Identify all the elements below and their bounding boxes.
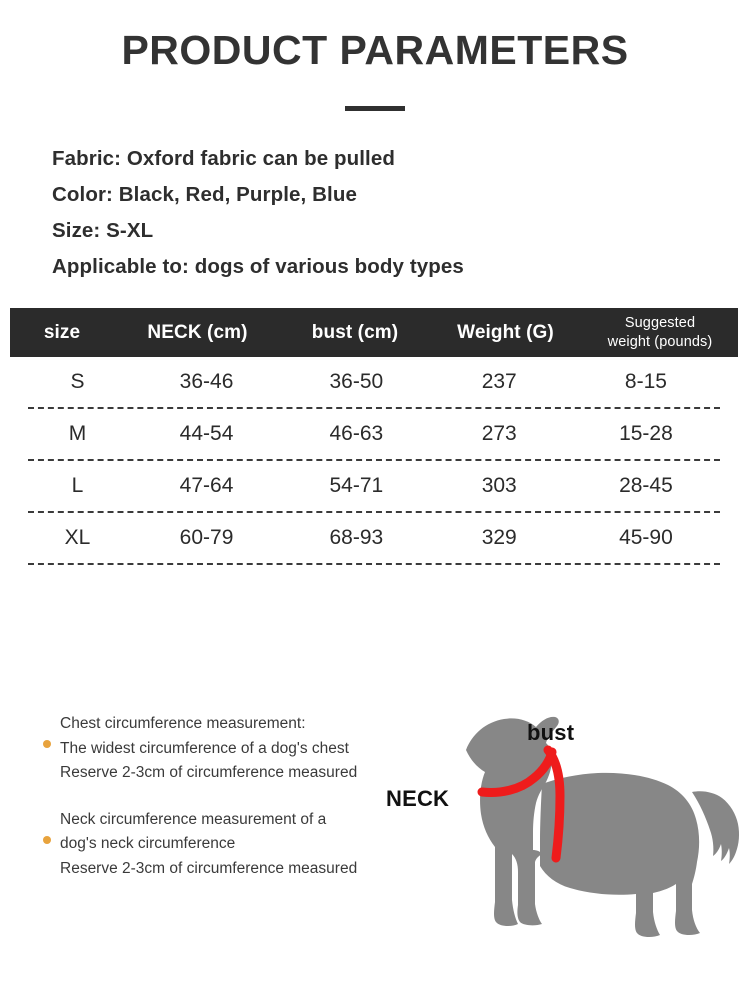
measurement-notes: Chest circumference measurement: The wid… bbox=[40, 712, 420, 903]
note-neck-line2: dog's neck circumference bbox=[60, 835, 236, 852]
spec-line-color: Color: Black, Red, Purple, Blue bbox=[52, 183, 357, 206]
title-divider bbox=[345, 106, 405, 111]
dog-silhouette-icon bbox=[466, 716, 740, 938]
table-row: M 44-54 46-63 273 15-28 bbox=[28, 409, 720, 461]
cell-neck: 44-54 bbox=[179, 422, 234, 445]
column-header-weight: Weight (G) bbox=[457, 321, 554, 343]
table-row: S 36-46 36-50 237 8-15 bbox=[28, 357, 720, 409]
cell-bust: 36-50 bbox=[329, 370, 384, 393]
column-header-size: size bbox=[43, 321, 81, 343]
page-title: PRODUCT PARAMETERS bbox=[121, 27, 629, 73]
cell-suggested: 8-15 bbox=[624, 370, 667, 393]
cell-bust: 68-93 bbox=[329, 526, 384, 549]
note-group-neck: Neck circumference measurement of a dog'… bbox=[40, 808, 420, 882]
cell-size: M bbox=[68, 422, 87, 445]
cell-weight: 329 bbox=[481, 526, 517, 549]
table-header-row: size NECK (cm) bust (cm) Weight (G) Sugg… bbox=[10, 308, 738, 357]
note-neck-line1: Neck circumference measurement of a bbox=[60, 810, 327, 828]
cell-neck: 36-46 bbox=[179, 370, 234, 393]
dog-head-front bbox=[466, 716, 559, 927]
column-header-neck: NECK (cm) bbox=[147, 321, 248, 343]
cell-neck: 47-64 bbox=[179, 474, 234, 497]
dog-body bbox=[540, 772, 700, 938]
table-row: XL 60-79 68-93 329 45-90 bbox=[28, 513, 720, 565]
cell-bust: 54-71 bbox=[329, 474, 384, 497]
cell-weight: 303 bbox=[481, 474, 517, 497]
cell-bust: 46-63 bbox=[329, 422, 384, 445]
dog-measurement-diagram bbox=[400, 672, 750, 972]
bullet-dot-icon bbox=[43, 740, 51, 748]
dog-tail bbox=[692, 791, 740, 864]
cell-weight: 273 bbox=[481, 422, 517, 445]
column-header-suggested-line1: Suggested bbox=[624, 314, 696, 331]
spec-line-applicable: Applicable to: dogs of various body type… bbox=[52, 255, 464, 278]
note-group-chest: Chest circumference measurement: The wid… bbox=[40, 712, 420, 786]
cell-size: XL bbox=[64, 526, 91, 549]
table-row: L 47-64 54-71 303 28-45 bbox=[28, 461, 720, 513]
cell-weight: 237 bbox=[481, 370, 517, 393]
cell-neck: 60-79 bbox=[179, 526, 234, 549]
cell-size: S bbox=[70, 370, 85, 393]
size-chart-table: size NECK (cm) bust (cm) Weight (G) Sugg… bbox=[10, 308, 738, 565]
note-neck-line3: Reserve 2-3cm of circumference measured bbox=[60, 859, 358, 877]
note-chest-line2: The widest circumference of a dog's ches… bbox=[60, 739, 349, 757]
bust-measure-line bbox=[543, 745, 565, 863]
spec-line-size: Size: S-XL bbox=[52, 219, 154, 242]
note-chest-line1: Chest circumference measurement: bbox=[60, 715, 306, 732]
bust-label: bust bbox=[527, 720, 575, 745]
column-header-bust: bust (cm) bbox=[311, 321, 399, 343]
cell-suggested: 45-90 bbox=[619, 526, 673, 549]
note-chest-line3: Reserve 2-3cm of circumference measured bbox=[60, 764, 358, 781]
cell-suggested: 15-28 bbox=[619, 422, 673, 445]
cell-suggested: 28-45 bbox=[619, 474, 673, 497]
cell-size: L bbox=[71, 474, 84, 497]
spec-line-fabric: Fabric: Oxford fabric can be pulled bbox=[52, 147, 395, 170]
column-header-suggested-weight: Suggested weight (pounds) bbox=[582, 314, 738, 352]
bullet-dot-icon bbox=[43, 835, 51, 844]
neck-label: NECK bbox=[386, 786, 450, 811]
column-header-suggested-line2: weight (pounds) bbox=[607, 333, 713, 350]
product-spec-list: Fabric: Oxford fabric can be pulled Colo… bbox=[52, 141, 712, 285]
